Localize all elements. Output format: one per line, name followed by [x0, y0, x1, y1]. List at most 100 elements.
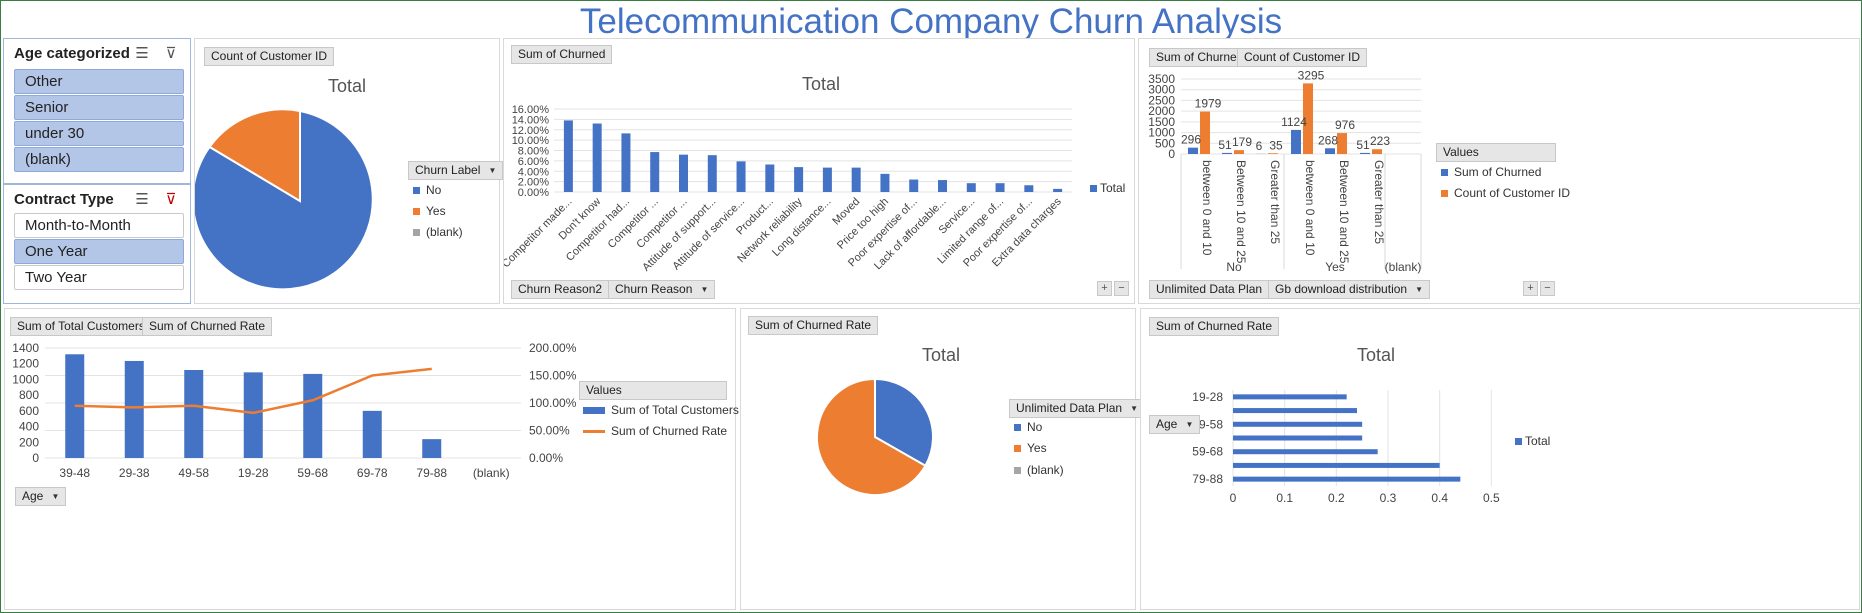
bar	[1233, 476, 1461, 482]
x-tick-label: (blank)	[473, 466, 510, 480]
legend-label: Total	[1525, 434, 1551, 448]
dropdown-label: Age	[22, 489, 44, 503]
y-tick-label: 0	[32, 451, 39, 465]
x-tick-label: 0.2	[1328, 491, 1345, 505]
chart-title: Total	[922, 345, 961, 365]
multi-select-icon[interactable]: ☰	[135, 45, 149, 62]
y-tick-label: 10.00%	[512, 135, 550, 147]
y-tick-label: 600	[19, 404, 39, 418]
x-tick-label: Greater than 25	[1268, 160, 1282, 244]
pie-slice-yes	[208, 108, 301, 203]
age-slicer-header: Age categorized	[14, 45, 130, 62]
x-tick-label: 0.1	[1276, 491, 1293, 505]
bar	[822, 167, 832, 192]
expand-field-button[interactable]: +	[1097, 281, 1112, 296]
unlimited-data-plan-dropdown[interactable]: Unlimited Data Plan▼	[1009, 399, 1146, 418]
field-button[interactable]: Count of Customer ID	[1237, 48, 1368, 67]
bar	[765, 164, 775, 192]
y-tick-label: 59-68	[1192, 445, 1223, 459]
collapse-field-button[interactable]: −	[1540, 281, 1555, 296]
bar	[995, 183, 1005, 192]
bar	[880, 173, 890, 192]
bar	[966, 183, 976, 192]
y-tick-label: 1000	[1148, 126, 1175, 140]
field-button[interactable]: Sum of Churned Rate	[142, 317, 273, 336]
bar-count-customer	[1234, 150, 1244, 154]
y-tick-label: 0	[1168, 147, 1175, 161]
slicer-item-other[interactable]: Other	[14, 69, 184, 94]
bar	[563, 120, 573, 192]
bar-sum-churned	[1325, 148, 1335, 154]
churn-reason-filter-dropdown[interactable]: Churn Reason ▼	[608, 280, 716, 299]
x-tick-label: Between 10 and 25	[1337, 160, 1351, 264]
data-label: 51	[1218, 138, 1232, 152]
multi-select-icon[interactable]: ☰	[135, 191, 149, 208]
age-axis-dropdown[interactable]: Age ▼	[1149, 415, 1201, 434]
field-button[interactable]: Count of Customer ID	[204, 47, 335, 66]
y-tick-label: 16.00%	[512, 104, 550, 116]
collapse-field-button[interactable]: −	[1114, 281, 1129, 296]
x-tick-label: 0	[1230, 491, 1237, 505]
bar	[1233, 408, 1357, 414]
dropdown-label: Churn Reason2	[518, 282, 603, 296]
clear-filter-icon[interactable]: ⊽	[165, 45, 177, 62]
legend-label: Total	[1100, 181, 1126, 195]
bar	[621, 133, 631, 192]
y2-tick-label: 100.00%	[529, 396, 577, 410]
slicer-item-blank[interactable]: (blank)	[14, 147, 184, 172]
slicer-item-two-year[interactable]: Two Year	[14, 265, 184, 290]
x-tick-label: Greater than 25	[1372, 160, 1386, 244]
data-label: 3295	[1298, 68, 1325, 82]
x-tick-label: 69-78	[357, 466, 388, 480]
group-label: Yes	[1325, 260, 1345, 274]
legend-item-yes: Yes	[1014, 441, 1047, 455]
bar	[679, 154, 688, 192]
age-churn-rate-panel: Sum of Churned Rate Total 0 0.1 0.2 0.3 0.4 0…	[1140, 308, 1860, 610]
bar-total-customers	[124, 360, 144, 458]
field-button[interactable]: Sum of Churned Rate	[1149, 317, 1280, 336]
dashboard-title: Telecommunication Company Churn Analysis	[579, 2, 1283, 41]
field-button[interactable]: Sum of Churned	[1149, 48, 1251, 67]
bar	[794, 167, 804, 192]
churn-label-filter-dropdown[interactable]: Churn Label ▼	[408, 161, 504, 180]
slicer-item-senior[interactable]: Senior	[14, 95, 184, 120]
y-tick-label: 12.00%	[512, 125, 550, 137]
x-tick-label: 0.4	[1431, 491, 1448, 505]
y-tick-label: 1200	[12, 357, 39, 371]
field-button[interactable]: Sum of Churned Rate	[748, 316, 879, 335]
bar	[707, 155, 717, 192]
bar	[1233, 435, 1363, 441]
x-tick-label: Between 10 and 25	[1234, 160, 1248, 264]
clear-filter-icon[interactable]: ⊽	[165, 191, 177, 208]
legend-label: Yes	[426, 204, 446, 218]
unlimited-data-plan-dropdown[interactable]: Unlimited Data Plan▼	[1149, 280, 1286, 299]
slicer-item-one-year[interactable]: One Year	[14, 239, 184, 264]
expand-field-button[interactable]: +	[1523, 281, 1538, 296]
bar-sum-churned	[1360, 152, 1370, 154]
slicer-item-under-30[interactable]: under 30	[14, 121, 184, 146]
pie-chart-svg	[816, 377, 934, 496]
bar-count-customer	[1268, 153, 1278, 154]
y-tick-label: 8.00%	[518, 146, 549, 158]
bar	[1233, 421, 1363, 427]
bar	[909, 179, 919, 192]
data-label: 1124	[1281, 115, 1307, 129]
bar	[1053, 188, 1063, 192]
slicer-item-month-to-month[interactable]: Month-to-Month	[14, 213, 184, 238]
bar-sum-churned	[1222, 152, 1232, 154]
gb-download-dropdown[interactable]: Gb download distribution ▼	[1268, 280, 1431, 299]
legend-label: (blank)	[1027, 463, 1064, 477]
y-tick-label: 2000	[1148, 104, 1175, 118]
field-button[interactable]: Sum of Total Customers	[10, 317, 152, 336]
contract-slicer: Contract Type ☰ ⊽ Month-to-Month One Yea…	[3, 184, 191, 304]
y-tick-label: 79-88	[1192, 472, 1223, 486]
age-axis-dropdown[interactable]: Age ▼	[15, 487, 67, 506]
bar	[851, 167, 861, 192]
bar-total-customers	[184, 370, 204, 458]
legend-label: Count of Customer ID	[1454, 186, 1571, 200]
pie-chart-svg	[195, 108, 374, 291]
field-button[interactable]: Sum of Churned	[511, 45, 613, 64]
bar	[1233, 449, 1378, 455]
